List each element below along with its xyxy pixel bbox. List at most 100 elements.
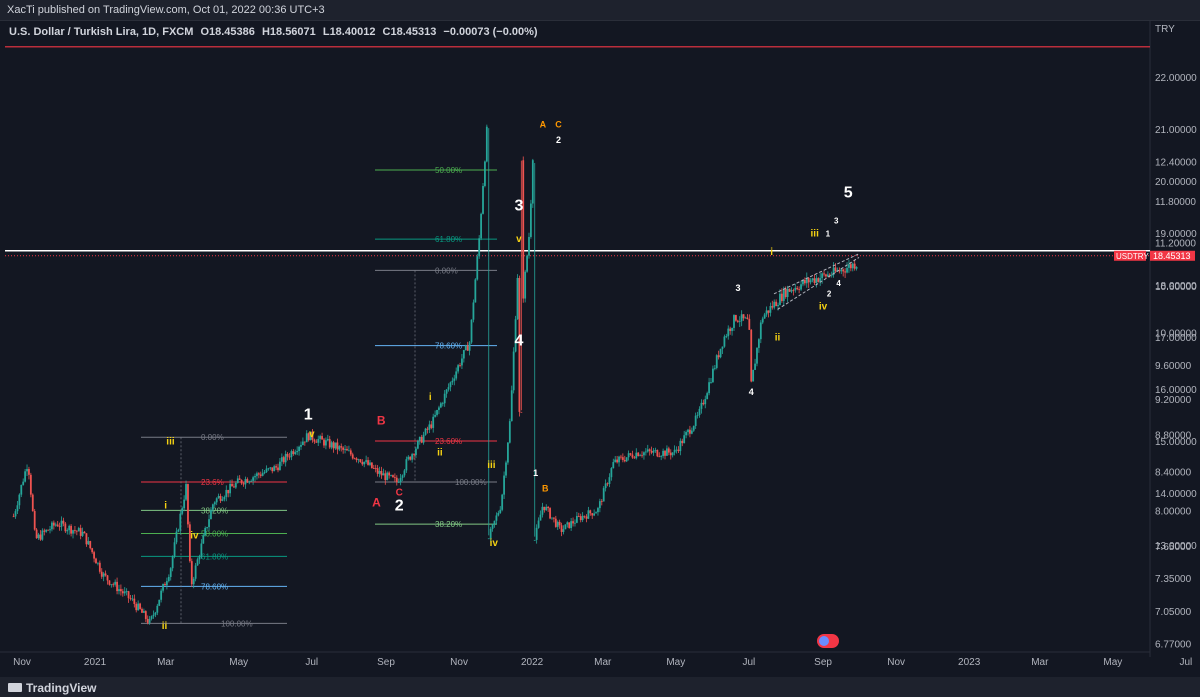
candle-body xyxy=(244,479,247,485)
candle-body xyxy=(39,534,42,540)
y-tick-label: 22.00000 xyxy=(1155,73,1197,84)
tradingview-logo-icon xyxy=(8,683,22,693)
candle-body xyxy=(518,277,521,412)
symbol-label[interactable]: U.S. Dollar / Turkish Lira, 1D, FXCM xyxy=(9,26,194,38)
candle-body xyxy=(679,440,682,452)
candle-body xyxy=(426,428,429,430)
candle-body xyxy=(118,589,120,592)
candle-body xyxy=(167,576,170,582)
last-price-tag xyxy=(1150,250,1195,261)
candle-body xyxy=(45,529,48,532)
candle-body xyxy=(438,407,440,410)
candle-body xyxy=(434,414,437,417)
candle-body xyxy=(382,473,385,476)
candle-body xyxy=(108,580,111,585)
candle-body xyxy=(468,342,471,351)
candle-body xyxy=(644,451,647,453)
candle-body xyxy=(221,499,224,501)
x-tick-label: 2022 xyxy=(521,657,544,668)
candle-body xyxy=(152,614,155,617)
candle-body xyxy=(637,452,640,457)
candle-body xyxy=(572,521,574,524)
y-tick-label: 14.00000 xyxy=(1155,489,1197,500)
candle-body xyxy=(162,583,164,591)
wave-label: C xyxy=(555,120,562,130)
wave-label: iv xyxy=(190,531,199,542)
candle-body xyxy=(528,236,530,256)
candle-body xyxy=(188,524,191,562)
candle-body xyxy=(840,269,843,272)
wave-label: 2 xyxy=(556,135,561,145)
candle-body xyxy=(614,459,617,463)
candle-body xyxy=(300,444,302,447)
candle-body xyxy=(501,494,504,510)
high-value: H18.56071 xyxy=(261,26,316,38)
candle-body xyxy=(106,575,109,581)
candle-body xyxy=(127,591,130,599)
candle-body xyxy=(418,436,421,441)
candle-body xyxy=(512,351,515,391)
candle-body xyxy=(855,267,858,269)
chart-frame xyxy=(0,20,1200,678)
y-tick-label: 11.80000 xyxy=(1155,197,1196,208)
candle-body xyxy=(790,290,793,292)
wave-label: A xyxy=(540,120,547,130)
candle-body xyxy=(141,608,143,613)
fib-level-label: 50.00% xyxy=(201,530,228,539)
candle-body xyxy=(97,562,99,564)
candle-body xyxy=(570,521,573,529)
candle-body xyxy=(587,510,590,519)
candle-body xyxy=(627,453,630,458)
candle-body xyxy=(507,442,509,463)
candle-body xyxy=(744,317,747,319)
candle-body xyxy=(413,454,415,455)
candle-body xyxy=(503,475,505,495)
candle-body xyxy=(700,402,703,409)
candle-body xyxy=(495,515,498,521)
candle-body xyxy=(748,318,751,330)
candle-body xyxy=(675,449,678,451)
candle-body xyxy=(273,466,276,472)
candle-body xyxy=(386,472,389,481)
candle-body xyxy=(562,529,565,532)
candle-body xyxy=(351,454,354,459)
candle-body xyxy=(574,522,576,524)
candle-body xyxy=(271,467,274,472)
candle-body xyxy=(767,310,770,313)
candle-body xyxy=(568,522,571,529)
price-chart[interactable]: TRY22.0000021.0000020.0000019.0000018.00… xyxy=(0,20,1200,677)
y-tick-label: 17.00000 xyxy=(1155,333,1197,344)
wave-label: C xyxy=(396,488,403,499)
candle-body xyxy=(499,509,502,513)
candle-body xyxy=(602,488,605,502)
candle-body xyxy=(683,435,686,444)
tradingview-logo[interactable]: TradingView xyxy=(8,680,96,695)
y-tick-label: 8.40000 xyxy=(1155,467,1192,478)
wave-label: 1 xyxy=(304,406,313,423)
candle-body xyxy=(641,455,643,457)
candle-body xyxy=(70,525,72,534)
candle-body xyxy=(666,448,668,456)
candle-body xyxy=(842,269,845,272)
wave-label: 4 xyxy=(749,387,754,397)
candle-body xyxy=(334,442,337,449)
candle-body xyxy=(782,288,785,301)
candle-body xyxy=(58,526,61,528)
wave-label: A xyxy=(372,495,381,509)
candle-body xyxy=(277,467,279,471)
candle-body xyxy=(526,255,528,272)
candle-body xyxy=(26,469,28,472)
candle-body xyxy=(710,382,712,384)
y-tick-label: 10.60000 xyxy=(1155,282,1197,293)
candle-body xyxy=(315,441,318,443)
candle-body xyxy=(142,611,145,613)
candle-body xyxy=(390,475,392,476)
us-flag-icon[interactable] xyxy=(817,634,839,648)
wave-label: iii xyxy=(487,460,496,471)
candle-body xyxy=(120,589,122,592)
candle-body xyxy=(171,556,174,569)
candle-body xyxy=(116,581,118,592)
candle-body xyxy=(462,350,465,359)
candle-body xyxy=(784,288,787,298)
wedge-lower-line xyxy=(777,256,860,310)
